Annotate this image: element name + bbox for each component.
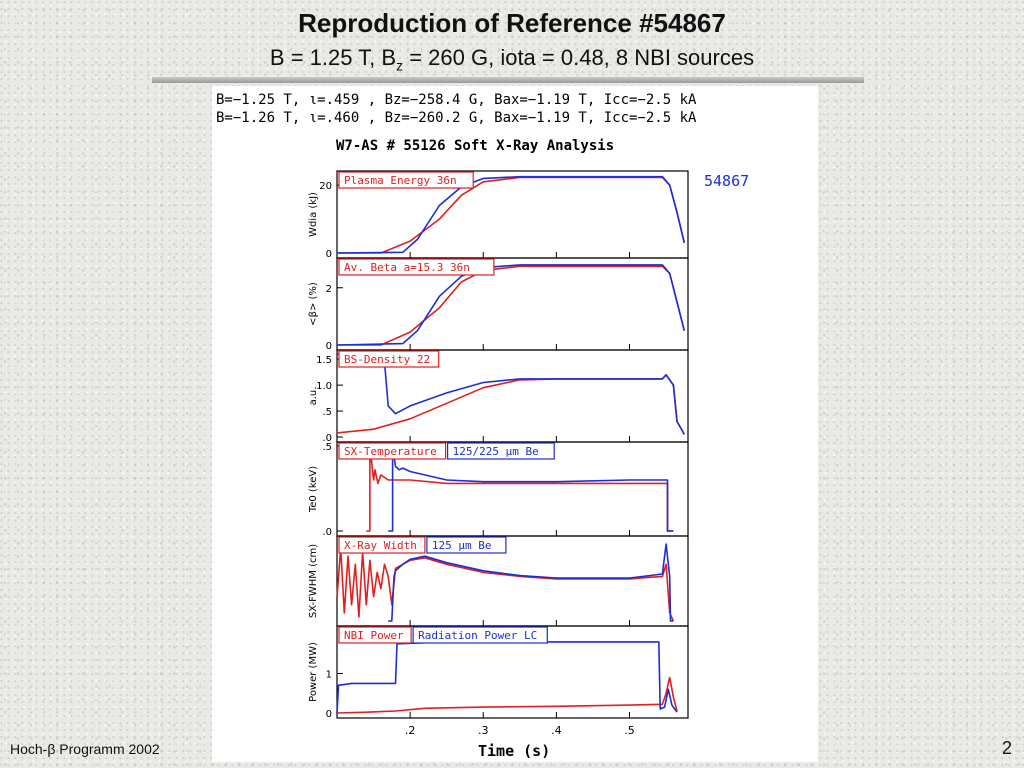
subtitle-subscript: z xyxy=(396,57,404,74)
x-tick-label-1: .3 xyxy=(478,724,489,737)
legend-box-density-0 xyxy=(338,350,440,368)
stacked-time-traces-chart: B=−1.25 T, ι=.459 , Bz=−258.4 G, Bax=−1.… xyxy=(216,92,749,760)
figure-header: W7-AS # 55126 Soft X-Ray Analysis xyxy=(336,138,614,154)
y-tick-label-density-1: .5 xyxy=(322,407,332,418)
y-axis-label-power: Power (MW) xyxy=(308,642,319,702)
footer-program: Hoch-β Programm 2002 xyxy=(10,741,160,757)
x-tick-label-3: .5 xyxy=(624,724,635,737)
legend-box-energy-0 xyxy=(338,171,474,189)
legend-box-temperature-0 xyxy=(338,442,447,460)
reference-shot-label: 54867 xyxy=(704,172,749,190)
y-axis-label-width: SX-FWHM (cm) xyxy=(308,544,319,618)
panel-frame-power xyxy=(336,625,689,719)
series-beta-1 xyxy=(336,264,686,346)
legend-label-power-1: Radiation Power LC xyxy=(418,629,537,642)
title-divider xyxy=(152,76,864,83)
legend-box-temperature-1 xyxy=(447,442,555,460)
x-axis-label: Time (s) xyxy=(478,742,550,760)
y-tick-label-beta-1: 2 xyxy=(326,284,332,295)
figure-area: B=−1.25 T, ι=.459 , Bz=−258.4 G, Bax=−1.… xyxy=(212,86,818,762)
x-tick-label-0: .2 xyxy=(405,724,416,737)
param-line-1: B=−1.25 T, ι=.459 , Bz=−258.4 G, Bax=−1.… xyxy=(216,92,697,108)
y-tick-label-power-1: 1 xyxy=(326,669,332,680)
y-tick-label-power-0: 0 xyxy=(326,709,332,720)
y-tick-label-energy-0: 0 xyxy=(326,249,332,260)
y-tick-label-temperature-1: .5 xyxy=(322,442,332,453)
series-energy-0 xyxy=(337,176,686,254)
legend-label-temperature-1: 125/225 μm Be xyxy=(453,445,539,458)
series-beta-0 xyxy=(337,265,686,346)
legend-box-width-0 xyxy=(338,536,426,554)
series-width-1 xyxy=(388,543,674,622)
y-axis-label-energy: Wdia (kJ) xyxy=(308,192,319,237)
legend-label-density-0: BS-Density 22 xyxy=(344,353,430,366)
series-power-1 xyxy=(336,641,678,714)
page-number: 2 xyxy=(1001,738,1012,758)
legend-box-power-1 xyxy=(412,626,548,644)
series-temperature-0 xyxy=(366,445,674,532)
subtitle-rest: = 260 G, iota = 0.48, 8 NBI sources xyxy=(403,45,755,70)
legend-box-width-1 xyxy=(426,536,507,554)
subtitle-main: B = 1.25 T, B xyxy=(269,45,397,70)
series-power-0 xyxy=(336,676,678,714)
y-tick-label-energy-1: 20 xyxy=(319,181,332,192)
series-density-0 xyxy=(336,373,685,435)
legend-label-width-1: 125 μm Be xyxy=(432,539,492,552)
legend-label-beta-0: Av. Beta a=15.3 36n xyxy=(344,261,470,274)
param-line-2: B=−1.26 T, ι=.460 , Bz=−260.2 G, Bax=−1.… xyxy=(216,110,697,126)
x-tick-label-2: .4 xyxy=(551,724,562,737)
y-tick-label-density-2: 1.0 xyxy=(316,381,332,392)
y-axis-label-temperature: Te0 (keV) xyxy=(308,466,319,513)
legend-label-energy-0: Plasma Energy 36n xyxy=(344,174,457,187)
y-tick-label-density-0: .0 xyxy=(322,433,332,444)
series-width-0 xyxy=(336,547,675,622)
y-tick-label-beta-0: 0 xyxy=(326,341,332,352)
y-tick-label-temperature-0: .0 xyxy=(322,527,332,538)
legend-box-power-0 xyxy=(338,626,412,644)
legend-label-temperature-0: SX-Temperature xyxy=(344,445,437,458)
slide-subtitle: B = 1.25 T, Bz = 260 G, iota = 0.48, 8 N… xyxy=(0,45,1024,73)
legend-label-power-0: NBI Power xyxy=(344,629,404,642)
legend-label-width-0: X-Ray Width xyxy=(344,539,417,552)
y-axis-label-beta: <β> (%) xyxy=(308,282,319,326)
y-tick-label-density-3: 1.5 xyxy=(316,355,332,366)
legend-box-beta-0 xyxy=(338,258,495,276)
slide-title: Reproduction of Reference #54867 xyxy=(298,8,726,38)
y-axis-label-density: a.u. xyxy=(308,387,319,406)
series-energy-1 xyxy=(336,175,686,254)
